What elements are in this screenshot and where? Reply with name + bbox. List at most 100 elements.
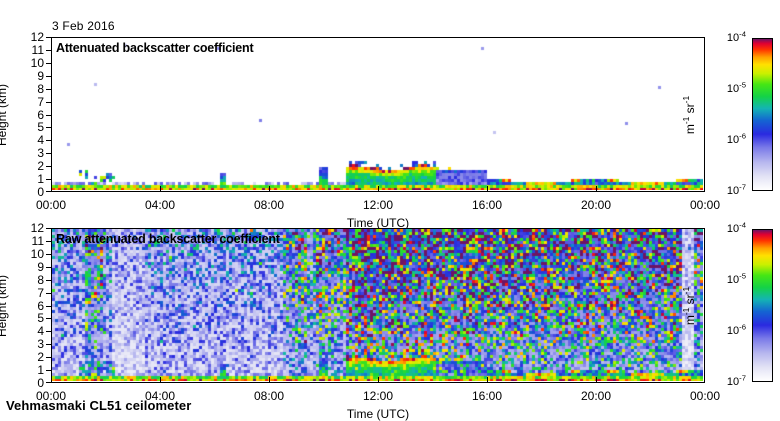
y-tick-mark — [46, 357, 51, 359]
x-tick-mark — [269, 186, 270, 191]
y-tick-label: 10 — [30, 55, 44, 70]
y-tick-label: 12 — [30, 30, 44, 44]
x-tick-label: 08:00 — [253, 389, 285, 403]
y-tick-mark — [46, 305, 51, 307]
x-tick-mark — [51, 377, 52, 382]
y-tick-label: 0 — [37, 376, 44, 390]
y-axis-bottom: 0 1 2 3 4 5 6 7 8 9 10 11 12 — [21, 222, 51, 389]
y-axis-label-bottom: Height (km) — [0, 274, 10, 337]
y-tick-mark — [46, 166, 51, 168]
x-tick-mark — [487, 186, 488, 191]
panel-attenuated-backscatter[interactable]: Attenuated backscatter coefficient — [51, 37, 705, 192]
y-tick-mark — [46, 37, 51, 38]
x-tick-label: 04:00 — [144, 198, 176, 212]
colorbar-bottom[interactable] — [752, 229, 773, 382]
y-tick-mark — [46, 88, 51, 90]
colorbar-unit-label-top: m-1 sr-1 — [681, 95, 697, 134]
y-axis-label-top: Height (km) — [0, 83, 10, 146]
panel-raw-attenuated-backscatter[interactable]: Raw attenuated backscatter coefficient — [51, 228, 705, 383]
x-axis-bottom: 00:00 04:00 08:00 12:00 16:00 20:00 00:00 — [36, 377, 720, 405]
x-tick-mark — [704, 377, 705, 382]
y-tick-label: 6 — [37, 107, 44, 122]
y-tick-mark — [46, 228, 51, 229]
y-tick-label: 3 — [37, 337, 44, 352]
y-tick-label: 1 — [37, 172, 44, 187]
y-tick-mark — [46, 179, 51, 181]
y-tick-label: 12 — [30, 221, 44, 235]
y-axis-top: 0 1 2 3 4 5 6 7 8 9 10 11 12 — [21, 31, 51, 198]
y-tick-mark — [46, 331, 51, 333]
y-tick-label: 7 — [37, 94, 44, 109]
panel-title-attenuated-backscatter: Attenuated backscatter coefficient — [56, 41, 254, 55]
x-tick-mark — [269, 377, 270, 382]
x-tick-mark — [160, 186, 161, 191]
colorbar-top[interactable] — [752, 38, 773, 191]
y-tick-mark — [46, 140, 51, 142]
heatmap-raw-attenuated-backscatter[interactable] — [52, 229, 703, 381]
x-tick-label: 08:00 — [253, 198, 285, 212]
x-tick-label: 12:00 — [362, 198, 394, 212]
y-tick-label: 2 — [37, 159, 44, 174]
y-tick-mark — [46, 253, 51, 255]
panel-title-raw-attenuated-backscatter: Raw attenuated backscatter coefficient — [56, 232, 280, 246]
colorbar-tick-label: 10-5 — [726, 271, 746, 286]
x-tick-mark — [378, 186, 379, 191]
x-tick-label: 12:00 — [362, 389, 394, 403]
y-tick-mark — [46, 240, 51, 242]
colorbar-tick-label: 10-6 — [726, 131, 746, 146]
y-tick-mark — [46, 127, 51, 129]
x-tick-label: 00:00 — [35, 198, 67, 212]
y-tick-mark — [46, 191, 51, 192]
colorbar-ticks-bottom: 10-4 10-5 10-6 10-7 — [706, 221, 752, 388]
colorbar-tick-label: 10-4 — [726, 220, 746, 235]
y-tick-mark — [46, 344, 51, 346]
x-tick-label: 00:00 — [689, 389, 721, 403]
x-tick-mark — [378, 377, 379, 382]
y-tick-label: 3 — [37, 146, 44, 161]
y-tick-mark — [46, 114, 51, 116]
y-tick-mark — [46, 49, 51, 51]
y-tick-mark — [46, 62, 51, 64]
x-tick-label: 20:00 — [580, 198, 612, 212]
y-tick-label: 2 — [37, 350, 44, 365]
y-tick-label: 10 — [30, 246, 44, 261]
x-tick-mark — [51, 186, 52, 191]
y-tick-mark — [46, 153, 51, 155]
y-tick-mark — [46, 75, 51, 77]
y-tick-label: 8 — [37, 81, 44, 96]
x-tick-mark — [704, 186, 705, 191]
y-tick-mark — [46, 266, 51, 268]
y-tick-label: 5 — [37, 311, 44, 326]
y-tick-label: 4 — [37, 133, 44, 148]
footer-instrument-label: Vehmasmaki CL51 ceilometer — [6, 398, 192, 413]
colorbar-tick-label: 10-7 — [726, 373, 746, 388]
heatmap-attenuated-backscatter[interactable] — [52, 38, 703, 190]
x-tick-mark — [160, 377, 161, 382]
y-tick-mark — [46, 382, 51, 383]
y-tick-mark — [46, 292, 51, 294]
x-tick-label: 00:00 — [35, 389, 67, 403]
x-axis-label-bottom: Time (UTC) — [346, 407, 410, 421]
colorbar-tick-label: 10-4 — [726, 29, 746, 44]
x-tick-label: 00:00 — [689, 198, 721, 212]
x-tick-mark — [487, 377, 488, 382]
y-tick-mark — [46, 279, 51, 281]
y-tick-mark — [46, 370, 51, 372]
y-tick-label: 1 — [37, 363, 44, 378]
x-axis-top: 00:00 04:00 08:00 12:00 16:00 20:00 00:00 — [36, 186, 720, 214]
colorbar-unit-label-bottom: m-1 sr-1 — [681, 286, 697, 325]
y-tick-label: 6 — [37, 298, 44, 313]
date-label: 3 Feb 2016 — [52, 19, 115, 33]
x-tick-label: 04:00 — [144, 389, 176, 403]
y-tick-label: 0 — [37, 185, 44, 199]
y-tick-label: 9 — [37, 259, 44, 274]
x-axis-label-top: Time (UTC) — [346, 216, 410, 230]
y-tick-label: 11 — [31, 233, 44, 248]
x-tick-label: 16:00 — [471, 198, 503, 212]
y-tick-label: 4 — [37, 324, 44, 339]
colorbar-ticks-top: 10-4 10-5 10-6 10-7 — [706, 30, 752, 197]
x-tick-label: 16:00 — [471, 389, 503, 403]
y-tick-label: 7 — [37, 285, 44, 300]
x-tick-label: 20:00 — [580, 389, 612, 403]
x-tick-mark — [596, 186, 597, 191]
